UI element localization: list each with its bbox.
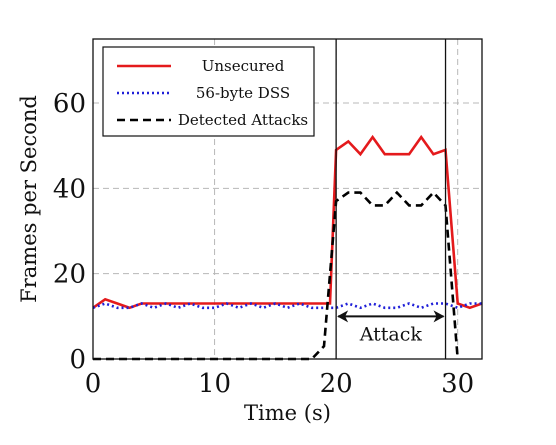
legend-label: 56-byte DSS [196, 84, 290, 102]
legend-label: Detected Attacks [178, 111, 308, 129]
arrow-head-right-icon [433, 310, 445, 323]
y-tick-label: 20 [53, 260, 86, 290]
attack-annotation-label: Attack [359, 323, 423, 345]
y-tick-label: 0 [69, 345, 86, 375]
x-tick-label: 10 [198, 369, 231, 399]
annotation-layer: Attack [337, 310, 445, 345]
attack-markers [335, 39, 447, 359]
axis-ticks: 0 10 20 30 0 20 40 60 [53, 89, 474, 399]
legend-box [102, 46, 315, 137]
x-tick-label: 20 [320, 369, 353, 399]
x-axis-title: Time (s) [244, 401, 331, 425]
series-line-56-byte-dss [92, 302, 482, 310]
series-layer [92, 134, 483, 361]
y-tick-label: 60 [53, 89, 86, 119]
x-tick-label: 0 [85, 369, 102, 399]
legend: Unsecured 56-byte DSS Detected Attacks [102, 46, 315, 137]
legend-label: Unsecured [202, 57, 285, 75]
x-tick-label: 30 [441, 369, 474, 399]
plot-frame [92, 38, 483, 360]
y-tick-label: 40 [53, 174, 86, 204]
y-axis-title: Frames per Second [17, 95, 41, 303]
arrow-head-left-icon [337, 310, 349, 323]
series-line-unsecured [92, 134, 483, 310]
